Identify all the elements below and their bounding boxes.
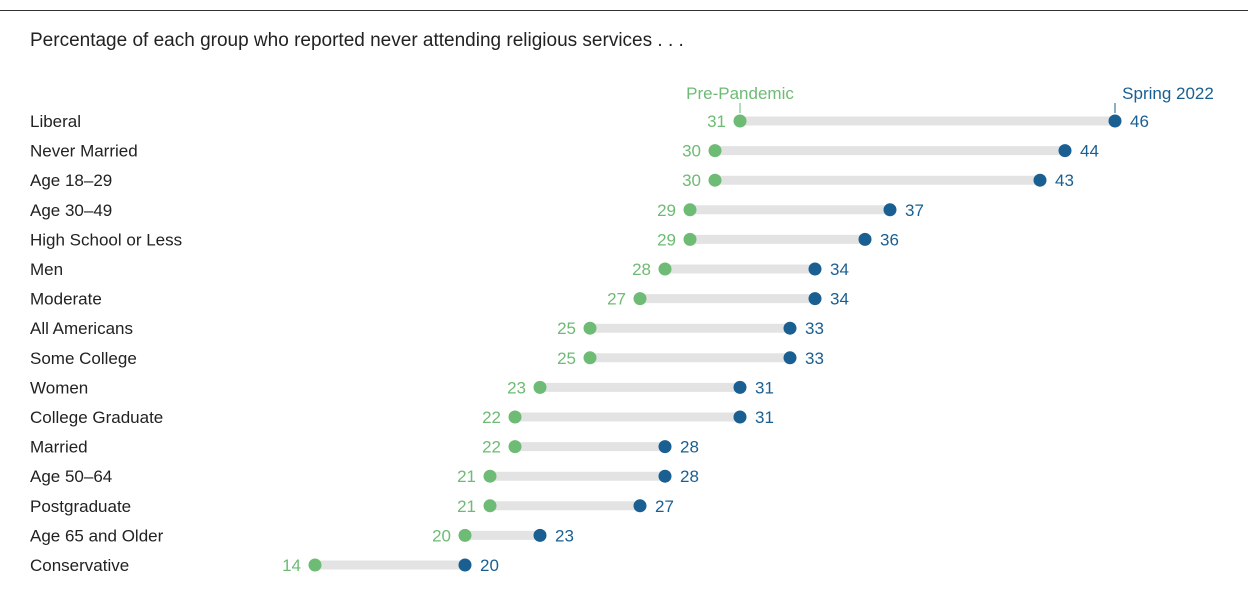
pre-pandemic-value: 30 xyxy=(682,171,701,190)
spring-2022-dot xyxy=(533,528,547,542)
pre-pandemic-dot xyxy=(708,173,722,187)
pre-pandemic-dot xyxy=(308,558,322,572)
pre-pandemic-dot xyxy=(633,292,647,306)
pre-pandemic-dot xyxy=(658,262,672,276)
spring-2022-dot xyxy=(633,499,647,513)
pre-pandemic-value: 22 xyxy=(482,408,501,427)
spring-2022-dot xyxy=(1033,173,1047,187)
spring-2022-value: 23 xyxy=(555,526,574,545)
pre-pandemic-value: 14 xyxy=(282,556,301,575)
spring-2022-dot xyxy=(733,410,747,424)
spring-2022-dot xyxy=(883,203,897,217)
spring-2022-dot xyxy=(658,440,672,454)
legend-pre-pandemic: Pre-Pandemic xyxy=(686,84,794,103)
spring-2022-dot xyxy=(1058,144,1072,158)
category-label: Conservative xyxy=(30,556,129,575)
category-label: Age 50–64 xyxy=(30,467,112,486)
pre-pandemic-value: 21 xyxy=(457,467,476,486)
category-label: College Graduate xyxy=(30,408,163,427)
pre-pandemic-value: 30 xyxy=(682,142,701,161)
chart-title: Percentage of each group who reported ne… xyxy=(30,30,684,51)
pre-pandemic-value: 29 xyxy=(657,201,676,220)
spring-2022-value: 34 xyxy=(830,290,849,309)
pre-pandemic-value: 21 xyxy=(457,497,476,516)
pre-pandemic-value: 20 xyxy=(432,526,451,545)
category-label: Never Married xyxy=(30,142,138,161)
spring-2022-value: 46 xyxy=(1130,112,1149,131)
spring-2022-value: 43 xyxy=(1055,171,1074,190)
category-label: All Americans xyxy=(30,319,133,338)
spring-2022-dot xyxy=(783,351,797,365)
pre-pandemic-dot xyxy=(708,144,722,158)
pre-pandemic-value: 28 xyxy=(632,260,651,279)
spring-2022-value: 31 xyxy=(755,378,774,397)
pre-pandemic-value: 22 xyxy=(482,438,501,457)
pre-pandemic-dot xyxy=(583,321,597,335)
spring-2022-value: 28 xyxy=(680,438,699,457)
pre-pandemic-dot xyxy=(483,469,497,483)
category-label: Married xyxy=(30,438,88,457)
spring-2022-value: 33 xyxy=(805,349,824,368)
pre-pandemic-dot xyxy=(508,410,522,424)
category-label: Moderate xyxy=(30,290,102,309)
category-label: Men xyxy=(30,260,63,279)
category-label: Some College xyxy=(30,349,137,368)
pre-pandemic-dot xyxy=(533,380,547,394)
pre-pandemic-value: 25 xyxy=(557,319,576,338)
category-label: High School or Less xyxy=(30,230,182,249)
category-label: Age 30–49 xyxy=(30,201,112,220)
spring-2022-dot xyxy=(658,469,672,483)
category-label: Age 65 and Older xyxy=(30,526,164,545)
pre-pandemic-dot xyxy=(583,351,597,365)
top-rule xyxy=(0,10,1248,11)
pre-pandemic-dot xyxy=(458,528,472,542)
spring-2022-value: 20 xyxy=(480,556,499,575)
spring-2022-dot xyxy=(858,232,872,246)
spring-2022-value: 34 xyxy=(830,260,849,279)
spring-2022-dot xyxy=(733,380,747,394)
category-label: Postgraduate xyxy=(30,497,131,516)
spring-2022-dot xyxy=(783,321,797,335)
spring-2022-dot xyxy=(808,292,822,306)
category-label: Women xyxy=(30,378,88,397)
spring-2022-dot xyxy=(808,262,822,276)
spring-2022-dot xyxy=(458,558,472,572)
spring-2022-value: 33 xyxy=(805,319,824,338)
pre-pandemic-value: 29 xyxy=(657,230,676,249)
spring-2022-value: 31 xyxy=(755,408,774,427)
pre-pandemic-dot xyxy=(733,114,747,128)
legend-spring-2022: Spring 2022 xyxy=(1122,84,1214,103)
spring-2022-value: 37 xyxy=(905,201,924,220)
spring-2022-value: 27 xyxy=(655,497,674,516)
pre-pandemic-dot xyxy=(683,203,697,217)
pre-pandemic-value: 31 xyxy=(707,112,726,131)
category-label: Age 18–29 xyxy=(30,171,112,190)
pre-pandemic-value: 23 xyxy=(507,378,526,397)
pre-pandemic-dot xyxy=(483,499,497,513)
pre-pandemic-dot xyxy=(683,232,697,246)
spring-2022-value: 28 xyxy=(680,467,699,486)
category-label: Liberal xyxy=(30,112,81,131)
pre-pandemic-value: 27 xyxy=(607,290,626,309)
pre-pandemic-value: 25 xyxy=(557,349,576,368)
spring-2022-value: 44 xyxy=(1080,142,1099,161)
spring-2022-value: 36 xyxy=(880,230,899,249)
pre-pandemic-dot xyxy=(508,440,522,454)
spring-2022-dot xyxy=(1108,114,1122,128)
